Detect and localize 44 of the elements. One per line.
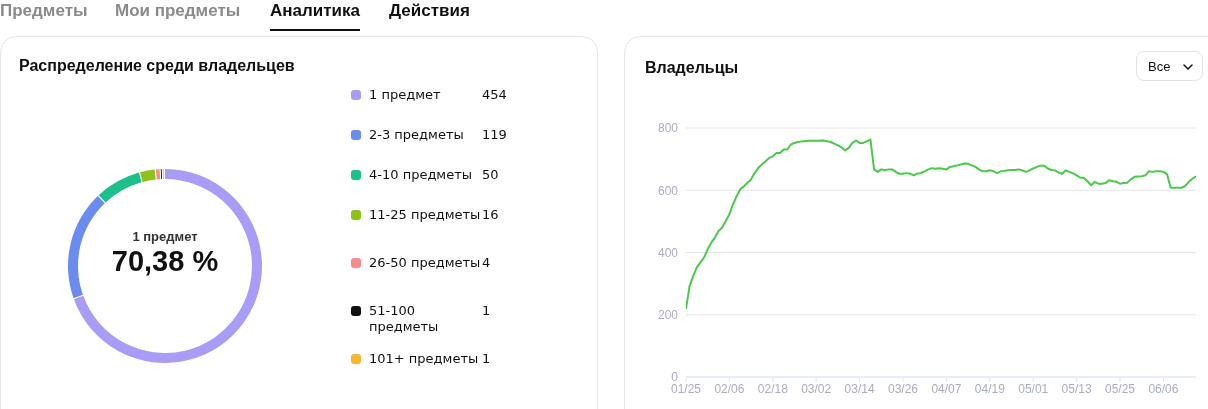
chart-title: Владельцы	[645, 59, 739, 77]
x-tick-label: 04/07	[931, 381, 962, 396]
legend-label: 4-10 предметы	[369, 167, 474, 183]
chart-title: Распределение среди владельцев	[19, 57, 295, 75]
text: Действия	[389, 1, 470, 22]
donut-slice	[98, 172, 142, 203]
data-label: 1	[482, 351, 491, 367]
donut-slice	[155, 169, 161, 180]
x-tick-label: 02/06	[714, 381, 745, 396]
x-tick-label: 03/02	[801, 381, 832, 396]
data-label: 16	[482, 207, 499, 223]
text: 70,38 %	[110, 245, 220, 278]
text: Предметы	[0, 1, 88, 22]
x-tick-label: 05/01	[1018, 381, 1049, 396]
text: Мои предметы	[115, 1, 241, 22]
legend-label: 51-100 предметы	[369, 303, 440, 335]
x-tick-label: 05/25	[1105, 381, 1136, 396]
legend-label: 2-3 предметы	[369, 127, 465, 143]
x-tick-label: 05/13	[1061, 381, 1092, 396]
data-label: 50	[482, 167, 499, 183]
dropdown-field: Все	[1136, 51, 1203, 81]
x-tick-label: 06/06	[1148, 381, 1179, 396]
x-tick-label: 02/18	[757, 381, 789, 396]
data-label: 454	[482, 87, 507, 103]
x-tick-label: 03/26	[888, 381, 919, 396]
y-tick-label: 600	[657, 183, 679, 198]
text: Аналитика	[270, 1, 360, 31]
data-label: 4	[482, 255, 491, 271]
donut-slice	[68, 196, 105, 299]
legend-label: 11-25 предметы	[369, 207, 482, 223]
donut-slice	[140, 169, 156, 182]
y-tick-label: 800	[657, 121, 679, 136]
data-label: 1	[482, 303, 491, 319]
data-label: 119	[482, 127, 507, 143]
x-tick-label: 04/19	[974, 381, 1006, 396]
legend-label: 26-50 предметы	[369, 255, 482, 271]
legend-label: 101+ предметы	[369, 351, 480, 367]
x-tick-label: 03/14	[844, 381, 875, 396]
y-tick-label: 400	[657, 245, 679, 260]
legend-label: 1 предмет	[369, 87, 442, 103]
donut-slice	[73, 169, 262, 363]
line-series	[686, 138, 1196, 310]
y-tick-label: 200	[657, 308, 679, 323]
slice-label: 1 предмет	[131, 229, 199, 244]
